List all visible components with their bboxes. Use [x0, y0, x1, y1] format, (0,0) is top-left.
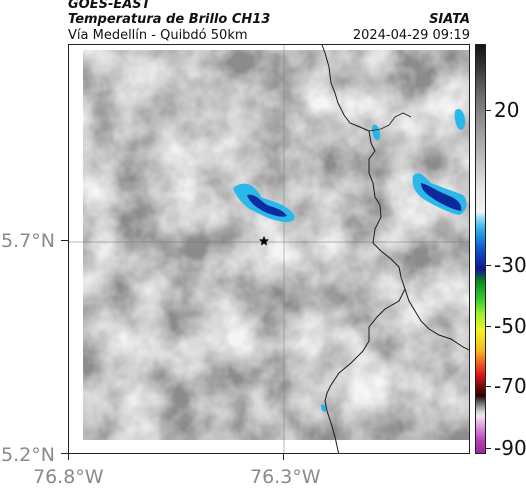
cold-cloud-south: [321, 404, 327, 412]
colorbar-label-minus50: -50: [494, 314, 526, 338]
colorbar-tick-mark: [486, 265, 491, 266]
department-boundary-east: [404, 288, 469, 351]
department-boundary-northeast: [368, 112, 412, 132]
colorbar-label-20: 20: [494, 98, 520, 122]
colorbar-tick-mark: [486, 110, 491, 111]
no-data-strip-left: [69, 45, 83, 453]
cold-cloud-central-core: [247, 194, 287, 217]
department-boundary-north: [321, 45, 406, 453]
product-title: Temperatura de Brillo CH13: [68, 12, 271, 27]
satellite-map: [68, 44, 470, 454]
brightness-temperature-field: [83, 50, 469, 440]
lon-tick-mark: [283, 454, 284, 460]
star-icon: [259, 236, 269, 246]
no-data-strip-bottom: [69, 440, 469, 453]
colorbar-tick-mark: [486, 326, 491, 327]
colorbar-label-minus70: -70: [494, 374, 526, 398]
lat-label-5.2: 5.2°N: [1, 444, 55, 466]
satellite-source: GOES-EAST: [68, 0, 151, 12]
subtitle: Vía Medellín - Quibdó 50km: [68, 28, 248, 43]
lat-label-5.7: 5.7°N: [1, 230, 55, 252]
colorbar-tick-mark: [486, 386, 491, 387]
timestamp: 2024-04-29 09:19: [352, 28, 470, 43]
temperature-colorbar: [475, 44, 486, 454]
lat-tick-mark: [61, 240, 68, 241]
organization-label: SIATA: [429, 12, 470, 27]
lon-tick-mark: [68, 454, 69, 460]
lon-label-76.8: 76.8°W: [33, 466, 104, 488]
lat-tick-mark: [61, 453, 68, 454]
cold-cloud-northeast: [454, 108, 466, 130]
cold-cloud-small: [371, 124, 380, 141]
map-canvas: [69, 45, 469, 453]
colorbar-tick-mark: [486, 448, 491, 449]
cold-cloud-east-core: [421, 183, 462, 211]
colorbar-label-minus90: -90: [494, 436, 526, 460]
colorbar-label-minus30: -30: [494, 253, 526, 277]
lon-label-76.3: 76.3°W: [250, 466, 321, 488]
